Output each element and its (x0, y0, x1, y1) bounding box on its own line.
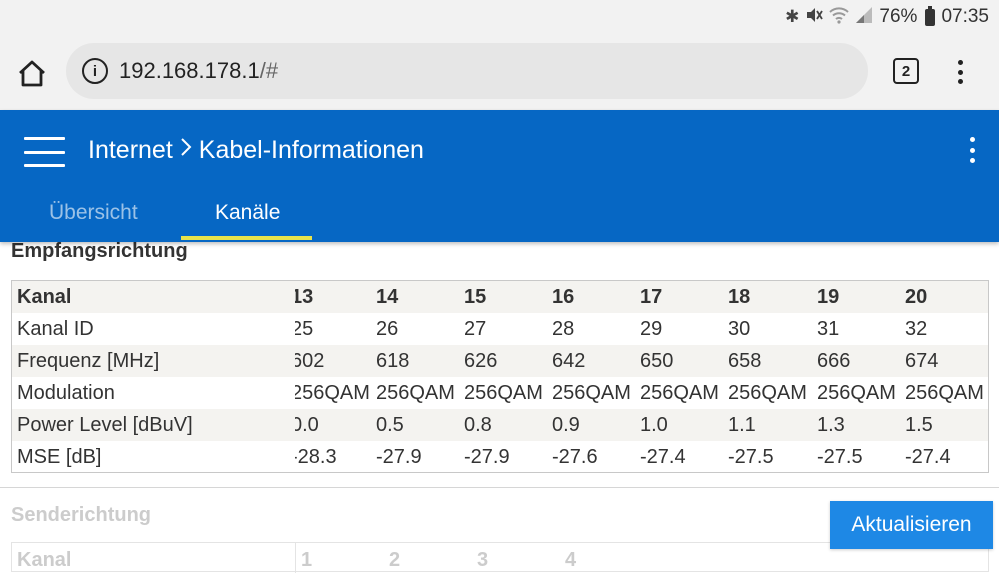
table-cell: 28 (552, 318, 575, 340)
upstream-header-label: Kanal (17, 549, 72, 571)
table-cell: 256QAM (376, 382, 455, 404)
upstream-header-cell: 3 (477, 549, 489, 571)
table-cell: 32 (905, 318, 928, 340)
battery-icon (925, 5, 936, 26)
table-cell: 658 (728, 350, 762, 372)
app-header (0, 110, 999, 242)
column-header: 17 (640, 286, 663, 308)
chevron-right-icon (179, 136, 193, 165)
tab-kanaele[interactable]: Kanäle (215, 201, 281, 224)
breadcrumb: Internet Kabel-Informationen (88, 136, 424, 165)
url-path: /# (259, 58, 279, 83)
table-cell: 256QAM (817, 382, 896, 404)
clock: 07:35 (941, 6, 989, 27)
table-cell: 256QAM (552, 382, 631, 404)
table-cell: -27.4 (905, 446, 951, 468)
table-cell: -27.5 (817, 446, 863, 468)
table-row: MSE [dB] -28.3 -27.9 -27.9 -27.6 -27.4 -27.5 -2… (12, 441, 988, 472)
row-label: MSE [dB] (17, 446, 102, 468)
tab-switcher-button[interactable]: 2 (893, 58, 919, 84)
tab-uebersicht[interactable]: Übersicht (49, 201, 138, 224)
bluetooth-icon: ✱ (785, 7, 800, 26)
downstream-table[interactable]: Kanal 13 14 15 16 17 18 19 20 Kanal ID 25 26 27 28 29 3… (11, 280, 989, 473)
column-header: 15 (464, 286, 487, 308)
table-cell: 256QAM (464, 382, 543, 404)
column-header: 19 (817, 286, 840, 308)
table-cell: 29 (640, 318, 663, 340)
row-label: Power Level [dBuV] (17, 414, 193, 436)
table-cell: 256QAM (728, 382, 807, 404)
table-cell: 0.8 (464, 414, 492, 436)
table-row: Kanal ID 25 26 27 28 29 30 31 32 (12, 313, 988, 345)
column-header: 18 (728, 286, 751, 308)
breadcrumb-kabel-informationen: Kabel-Informationen (198, 136, 424, 164)
table-cell: 256QAM (905, 382, 984, 404)
table-cell: 256QAM (291, 382, 370, 404)
upstream-header-cell: 1 (301, 549, 313, 571)
row-label: Kanal ID (17, 318, 94, 340)
table-cell: 602 (291, 350, 325, 372)
table-cell: -27.4 (640, 446, 686, 468)
table-cell: 27 (464, 318, 487, 340)
row-label: Frequenz [MHz] (17, 350, 160, 372)
wifi-icon (829, 6, 850, 29)
status-bar: ✱ 76% 07:35 (0, 0, 999, 34)
info-icon[interactable]: i (82, 58, 108, 84)
hamburger-menu-icon[interactable] (24, 137, 65, 167)
url-host: 192.168.178.1 (119, 58, 260, 83)
column-header: 13 (291, 286, 314, 308)
table-cell: 0.5 (376, 414, 404, 436)
breadcrumb-internet[interactable]: Internet (88, 136, 173, 164)
table-cell: 1.0 (640, 414, 668, 436)
browser-menu-icon[interactable] (950, 56, 970, 88)
section-title-senderichtung: Senderichtung (11, 504, 152, 526)
browser-toolbar: i 192.168.178.1 /# 2 (0, 34, 999, 110)
upstream-header-cell: 2 (389, 549, 401, 571)
column-header: 14 (376, 286, 399, 308)
table-cell: -27.6 (552, 446, 598, 468)
table-cell: 1.3 (817, 414, 845, 436)
section-title-empfangsrichtung: Empfangsrichtung (11, 240, 188, 262)
column-header: 20 (905, 286, 928, 308)
row-label: Modulation (17, 382, 115, 404)
signal-icon (855, 6, 873, 29)
frozen-label-column: Kanal Kanal ID Frequenz [MHz] Modulation Pow… (12, 281, 295, 472)
table-cell: 0.0 (291, 414, 319, 436)
table-cell: 1.5 (905, 414, 933, 436)
upstream-column-separator (295, 543, 296, 573)
battery-percent: 76% (879, 6, 918, 27)
table-cell: 666 (817, 350, 851, 372)
section-divider (0, 487, 999, 488)
table-cell: 30 (728, 318, 751, 340)
table-cell: 642 (552, 350, 586, 372)
table-cell: 626 (464, 350, 498, 372)
table-cell: 618 (376, 350, 410, 372)
table-cell: -27.9 (376, 446, 422, 468)
app-menu-icon[interactable] (962, 137, 982, 163)
refresh-button[interactable]: Aktualisieren (830, 501, 993, 549)
column-header: 16 (552, 286, 575, 308)
table-cell: 256QAM (640, 382, 719, 404)
table-cell: 1.1 (728, 414, 756, 436)
table-cell: 650 (640, 350, 674, 372)
table-cell: 674 (905, 350, 939, 372)
mute-icon (805, 6, 824, 29)
active-tab-indicator (181, 236, 312, 240)
table-cell: -28.3 (291, 446, 337, 468)
row-label: Kanal (17, 286, 72, 308)
table-row: Modulation 256QAM 256QAM 256QAM 256QAM 256QAM… (12, 377, 988, 409)
home-icon[interactable] (14, 56, 50, 92)
table-cell: 31 (817, 318, 840, 340)
table-cell: 0.9 (552, 414, 580, 436)
upstream-header-cell: 4 (565, 549, 577, 571)
table-cell: -27.9 (464, 446, 510, 468)
table-cell: 25 (291, 318, 314, 340)
table-cell: 26 (376, 318, 399, 340)
address-bar[interactable]: i 192.168.178.1 /# (66, 43, 868, 99)
table-cell: -27.5 (728, 446, 774, 468)
